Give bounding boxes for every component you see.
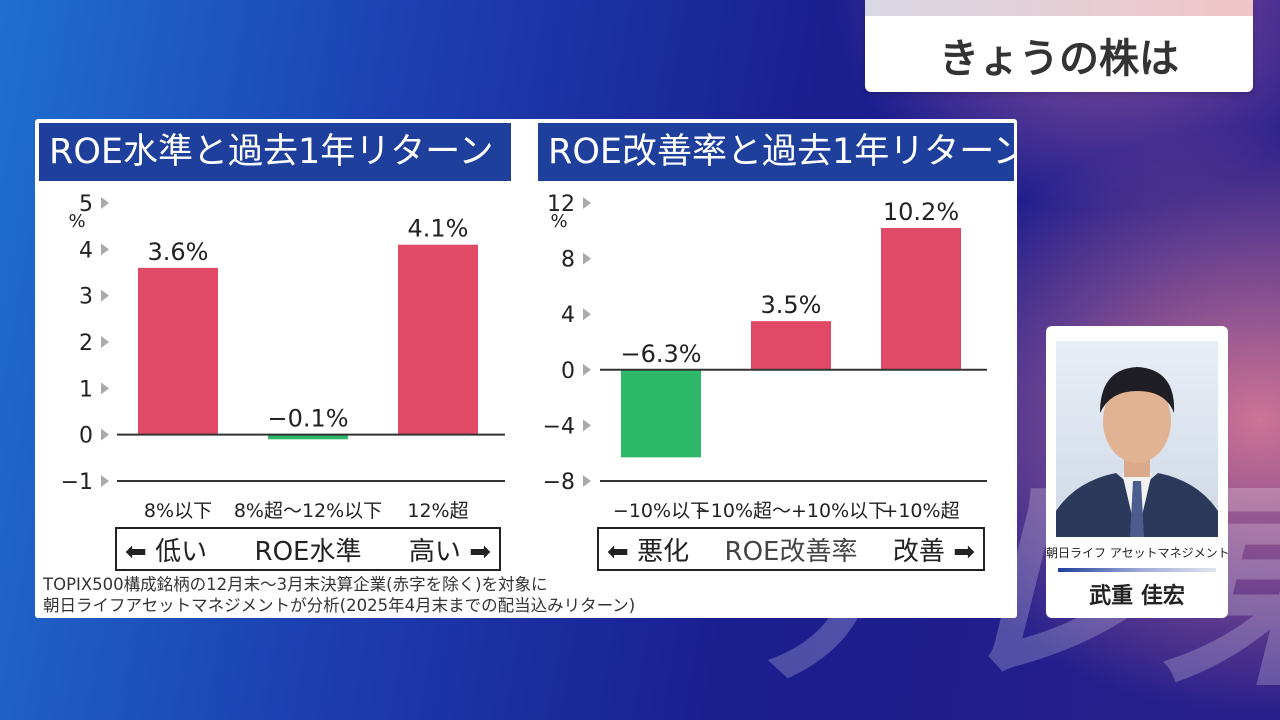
- data-label: 10.2%: [883, 198, 959, 226]
- bar: [621, 369, 701, 458]
- data-label: 3.6%: [148, 238, 209, 266]
- x-tick-label: −10%以下: [613, 500, 709, 522]
- guest-company: 朝日ライフ アセットマネジメント: [1046, 546, 1230, 560]
- bar-charts: 5 4 3 2 1 0 −1% 3.6% 8%以下 −0.1% 8%超〜12%以下 4.1% 12%超 1…: [61, 192, 987, 522]
- guest-photo: [1056, 341, 1218, 537]
- bar: [881, 228, 961, 370]
- x-tick-label: 8%超〜12%以下: [234, 500, 382, 522]
- person-silhouette-icon: [1056, 367, 1218, 537]
- x-tick-label: +10%超: [882, 500, 959, 522]
- y-tick-label: 0: [79, 424, 93, 449]
- right-arrow-icon: ➡: [469, 536, 491, 567]
- chart1-banner-left: 低い: [155, 536, 208, 567]
- chart1-x-banner: ⬅ 低い ROE水準 高い ➡: [115, 527, 501, 571]
- chart1-banner-right: 高い: [408, 536, 461, 567]
- title-strip: [865, 0, 1253, 16]
- left-arrow-icon: ⬅: [125, 536, 147, 567]
- tick-arrow-icon: [101, 428, 109, 441]
- bar: [138, 267, 218, 435]
- footnote: TOPIX500構成銘柄の12月末〜3月末決算企業(赤字を除く)を対象に 朝日ラ…: [43, 574, 635, 616]
- tick-arrow-icon: [101, 475, 109, 487]
- y-tick-label: 12: [547, 192, 575, 217]
- chart2-x-banner: ⬅ 悪化 ROE改善率 改善 ➡: [597, 527, 985, 571]
- y-tick-label: 0: [561, 359, 575, 384]
- tick-arrow-icon: [583, 197, 591, 209]
- y-tick-label: −4: [543, 414, 575, 439]
- program-title-box: きょうの株は: [865, 0, 1253, 92]
- y-tick-label: −1: [61, 470, 93, 495]
- y-tick-label: 8: [561, 248, 575, 273]
- data-label: −0.1%: [267, 405, 348, 433]
- guest-card: 朝日ライフ アセットマネジメント 武重 佳宏: [1046, 326, 1230, 618]
- tick-arrow-icon: [101, 197, 109, 209]
- y-tick-label: 3: [79, 285, 93, 310]
- chart2-banner-center: ROE改善率: [724, 536, 858, 567]
- bar: [398, 244, 478, 435]
- y-unit-label: %: [550, 211, 567, 232]
- divider: [1058, 568, 1216, 572]
- guest-name: 武重 佳宏: [1089, 584, 1185, 609]
- x-tick-label: 12%超: [407, 500, 468, 522]
- left-arrow-icon: ⬅: [607, 536, 629, 567]
- y-tick-label: 4: [79, 238, 93, 263]
- tick-arrow-icon: [101, 289, 109, 302]
- bar: [751, 321, 831, 370]
- chart-panel: ROE水準と過去1年リターン ROE改善率と過去1年リターン 5 4 3 2 1 0 −1%…: [35, 119, 1017, 618]
- footnote-line-2: 朝日ライフアセットマネジメントが分析(2025年4月末までの配当込みリターン): [43, 596, 636, 615]
- footnote-line-1: TOPIX500構成銘柄の12月末〜3月末決算企業(赤字を除く)を対象に: [43, 575, 548, 594]
- y-tick-label: −8: [543, 470, 575, 495]
- tick-arrow-icon: [583, 475, 591, 487]
- right-arrow-icon: ➡: [953, 536, 975, 567]
- y-unit-label: %: [68, 211, 85, 232]
- data-label: 3.5%: [761, 291, 822, 319]
- tick-arrow-icon: [583, 252, 591, 265]
- program-title: きょうの株は: [939, 36, 1179, 82]
- tick-arrow-icon: [101, 382, 109, 395]
- tick-arrow-icon: [583, 308, 591, 321]
- y-tick-label: 2: [79, 331, 93, 356]
- data-label: 4.1%: [408, 215, 469, 243]
- x-tick-label: −10%超〜+10%以下: [695, 500, 887, 522]
- tick-arrow-icon: [583, 363, 591, 376]
- data-label: −6.3%: [620, 340, 701, 368]
- tick-arrow-icon: [101, 336, 109, 348]
- y-tick-label: 4: [561, 303, 575, 328]
- chart1-title: ROE水準と過去1年リターン: [39, 123, 511, 181]
- chart2-banner-left: 悪化: [637, 536, 690, 567]
- y-tick-label: 1: [79, 377, 93, 402]
- x-tick-label: 8%以下: [144, 500, 212, 522]
- bar: [268, 434, 348, 440]
- tick-arrow-icon: [583, 419, 591, 432]
- tick-arrow-icon: [101, 243, 109, 256]
- chart2-title: ROE改善率と過去1年リターン: [538, 123, 1014, 181]
- y-tick-label: 5: [79, 192, 93, 217]
- chart2-banner-right: 改善: [892, 536, 945, 567]
- chart1-banner-center: ROE水準: [254, 536, 362, 567]
